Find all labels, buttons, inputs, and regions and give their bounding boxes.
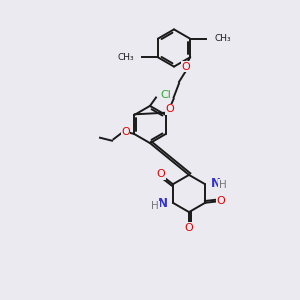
Text: O: O xyxy=(157,169,165,179)
Text: CH₃: CH₃ xyxy=(117,53,134,62)
Text: CH₃: CH₃ xyxy=(214,34,231,43)
Text: O: O xyxy=(181,62,190,72)
Text: H: H xyxy=(151,201,159,212)
Text: Cl: Cl xyxy=(160,89,171,100)
Text: O: O xyxy=(184,223,194,233)
Text: O: O xyxy=(217,196,225,206)
Text: O: O xyxy=(121,127,130,137)
Text: N: N xyxy=(211,177,220,190)
Text: N: N xyxy=(158,197,167,210)
Text: O: O xyxy=(166,104,174,115)
Text: H: H xyxy=(219,180,227,190)
